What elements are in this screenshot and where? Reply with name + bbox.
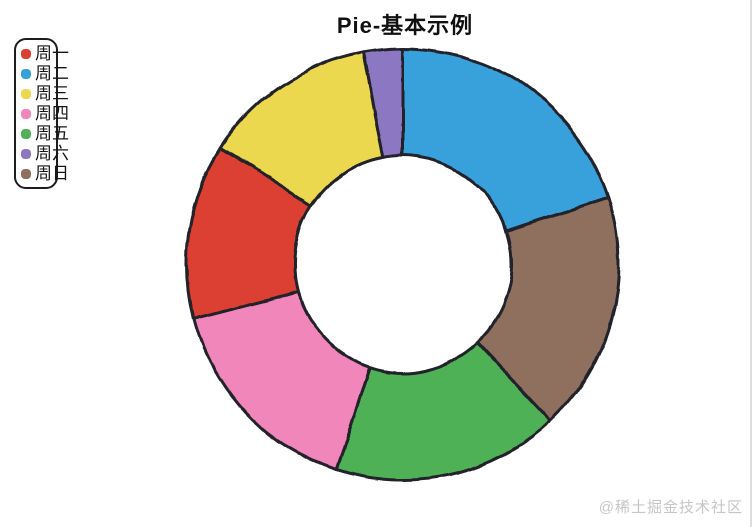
legend-label: 周日 xyxy=(35,164,69,183)
pie-slices-group xyxy=(185,46,621,482)
legend-item-周六[interactable]: 周六 xyxy=(21,144,69,164)
legend-item-周四[interactable]: 周四 xyxy=(21,104,69,124)
legend-label: 周六 xyxy=(35,144,69,163)
legend-swatch-icon xyxy=(21,129,31,139)
legend-swatch-icon xyxy=(21,109,31,119)
pie-slice-周四[interactable] xyxy=(192,289,372,471)
pie-slice-周六[interactable] xyxy=(361,46,405,160)
watermark: @稀土掘金技术社区 xyxy=(598,499,743,516)
pie-slice-周二[interactable] xyxy=(401,46,610,233)
pie-slice-周日[interactable] xyxy=(475,195,621,423)
pie-slice-周五[interactable] xyxy=(334,341,553,482)
legend-item-周二[interactable]: 周二 xyxy=(21,64,69,84)
legend-label: 周五 xyxy=(35,124,69,143)
legend-label: 周四 xyxy=(35,104,69,123)
legend-item-周五[interactable]: 周五 xyxy=(21,124,69,144)
legend-label: 周二 xyxy=(35,64,69,83)
chart-title: Pie-基本示例 xyxy=(336,13,474,38)
legend-swatch-icon xyxy=(21,149,31,159)
legend-swatch-icon xyxy=(21,49,31,59)
legend-item-周日[interactable]: 周日 xyxy=(21,164,69,184)
legend-box: 周一 周二 周三 周四 周五 周六 周日 xyxy=(14,38,69,189)
legend-swatch-icon xyxy=(21,69,31,79)
legend-label: 周一 xyxy=(35,44,69,63)
legend-item-周一[interactable]: 周一 xyxy=(21,44,69,64)
legend-swatch-icon xyxy=(21,169,31,179)
legend-label: 周三 xyxy=(35,84,69,103)
legend-item-周三[interactable]: 周三 xyxy=(21,84,69,104)
legend-swatch-icon xyxy=(21,89,31,99)
